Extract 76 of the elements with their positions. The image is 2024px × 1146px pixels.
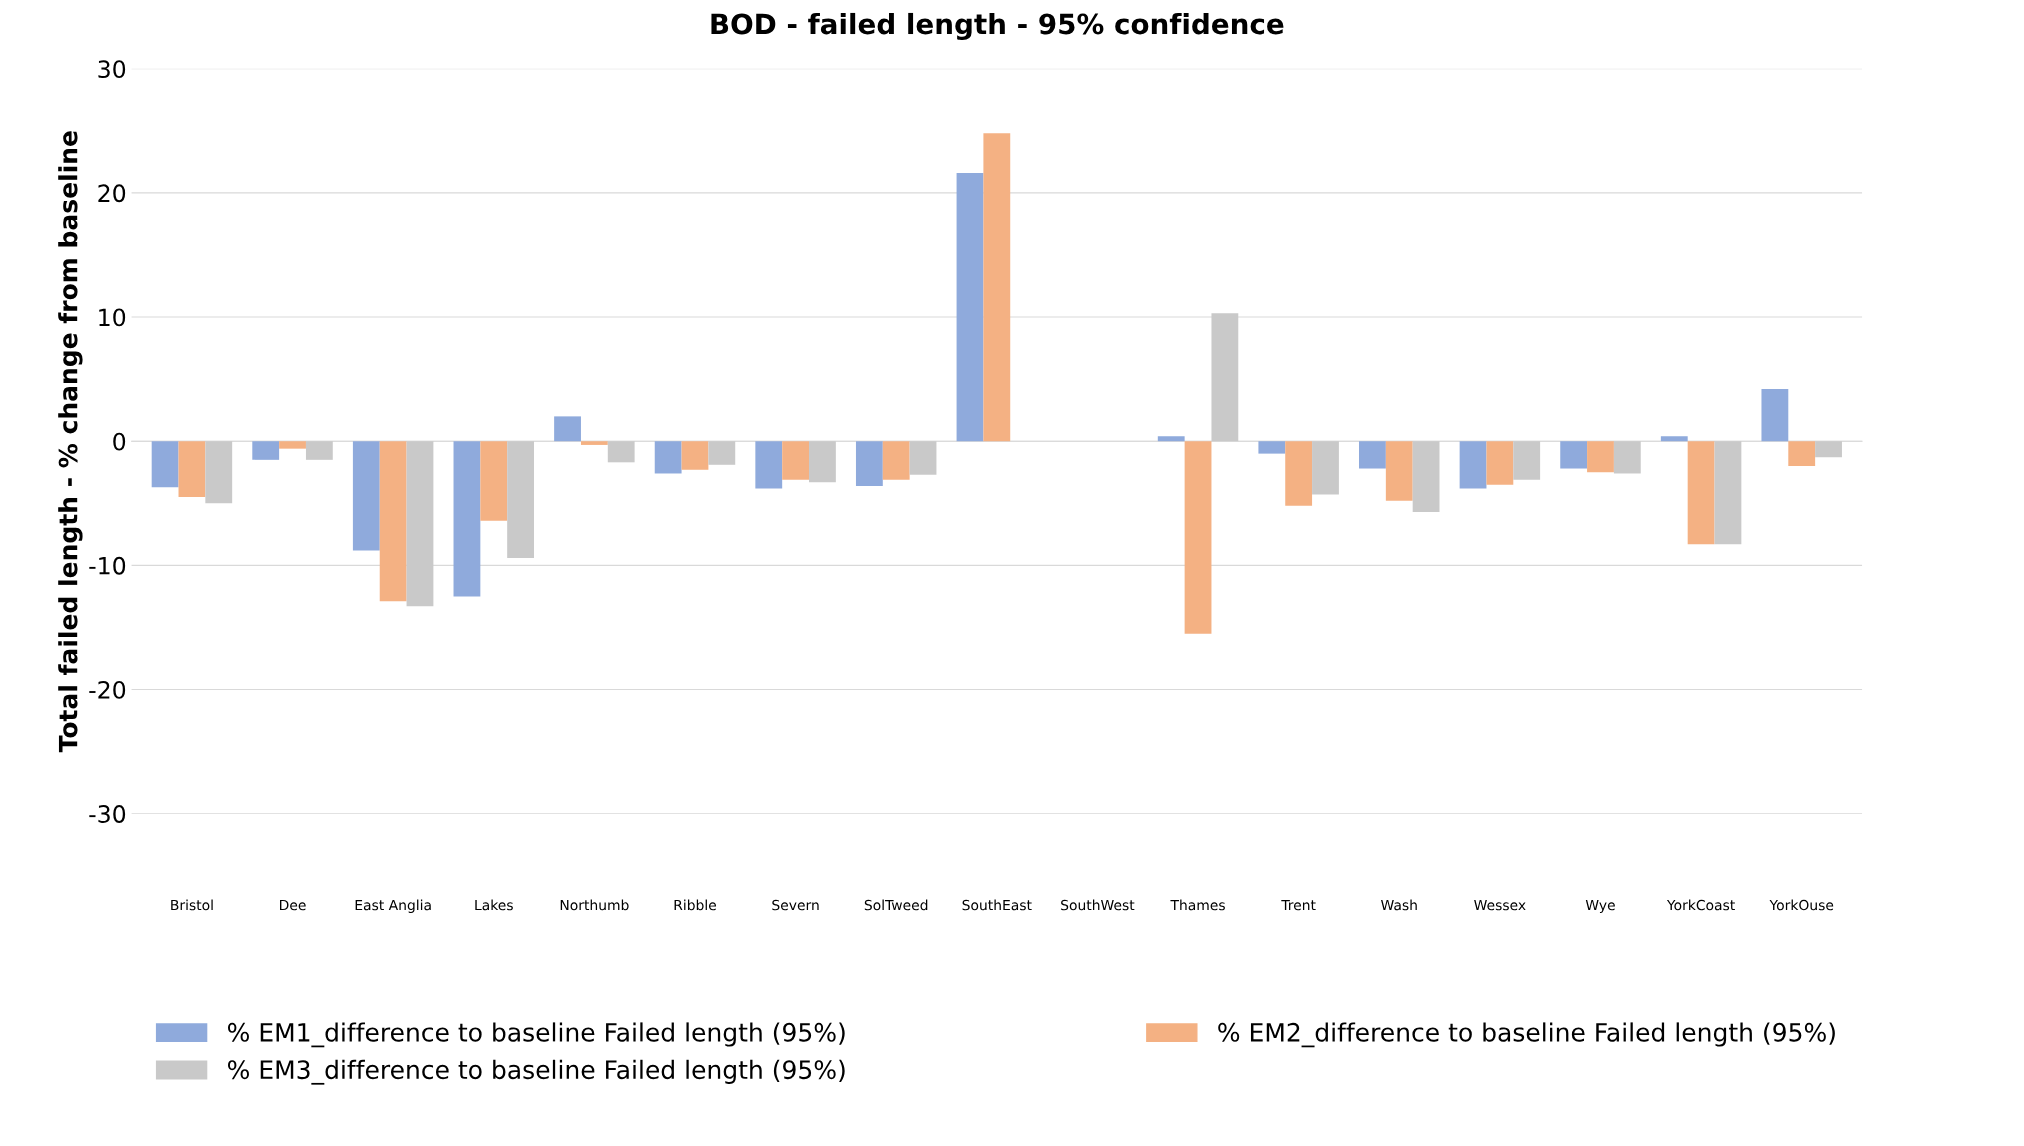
bar xyxy=(178,441,206,498)
bar xyxy=(1157,436,1185,442)
bar xyxy=(379,441,407,602)
bar xyxy=(708,441,736,465)
bar xyxy=(252,441,280,460)
bar xyxy=(782,441,810,480)
bar xyxy=(1513,441,1541,480)
bar xyxy=(1613,441,1641,474)
bar xyxy=(1211,313,1239,442)
bar xyxy=(1486,441,1514,485)
bar xyxy=(305,441,333,460)
bar xyxy=(1412,441,1440,512)
bar xyxy=(1459,441,1487,489)
x-tick-label: Severn xyxy=(772,899,819,911)
bar xyxy=(755,441,783,489)
x-tick-label: SouthWest xyxy=(1061,899,1135,911)
bar xyxy=(1258,441,1286,454)
chart-title: BOD - failed length - 95% confidence xyxy=(711,12,1284,41)
bar xyxy=(480,441,508,521)
bar xyxy=(1687,441,1715,545)
bar xyxy=(1761,389,1789,442)
x-tick-label: YorkOuse xyxy=(1769,899,1834,911)
x-tick-label: East Anglia xyxy=(355,899,431,913)
x-tick-label: Dee xyxy=(280,899,306,911)
legend-label: % EM3_difference to baseline Failed length (95%) xyxy=(227,1059,845,1085)
bar xyxy=(1184,441,1212,634)
y-tick-label: 0 xyxy=(113,432,126,451)
x-tick-label: Trent xyxy=(1281,899,1316,911)
bar xyxy=(956,173,984,442)
bar xyxy=(453,441,481,597)
y-tick-label: 30 xyxy=(98,60,126,79)
x-tick-label: Ribble xyxy=(674,899,717,911)
bar xyxy=(352,441,380,551)
bar xyxy=(882,441,910,480)
y-tick-label: -30 xyxy=(89,805,126,823)
legend-label: % EM1_difference to baseline Failed length (95%) xyxy=(227,1022,845,1048)
bar xyxy=(1285,441,1313,506)
bar xyxy=(1312,441,1339,495)
bar xyxy=(151,441,179,488)
bar xyxy=(1587,441,1614,473)
bar xyxy=(406,441,434,607)
bar xyxy=(279,441,306,449)
x-tick-label: Wash xyxy=(1381,899,1417,911)
bar xyxy=(809,441,836,483)
x-tick-label: YorkCoast xyxy=(1666,899,1735,911)
y-tick-label: -10 xyxy=(89,556,126,575)
bar xyxy=(983,133,1011,442)
bar xyxy=(1714,441,1742,545)
bar xyxy=(507,441,535,558)
x-tick-label: Bristol xyxy=(171,899,213,911)
bar xyxy=(1560,441,1588,469)
bar xyxy=(909,441,937,475)
x-tick-label: Thames xyxy=(1170,899,1225,911)
x-tick-label: Wye xyxy=(1585,899,1615,913)
x-tick-label: SouthEast xyxy=(962,899,1032,911)
bar xyxy=(554,416,581,442)
bar xyxy=(1385,441,1413,501)
x-tick-label: Northumb xyxy=(560,899,629,911)
bar xyxy=(607,441,635,463)
legend-label: % EM2_difference to baseline Failed length (95%) xyxy=(1218,1022,1835,1048)
y-tick-label: -20 xyxy=(89,680,126,699)
y-axis-title: Total failed length - % change from baseline xyxy=(58,131,83,753)
x-tick-label: Wessex xyxy=(1474,899,1526,911)
bar xyxy=(1660,436,1688,442)
y-tick-label: 10 xyxy=(99,308,126,327)
x-tick-label: SolTweed xyxy=(864,899,928,911)
x-tick-label: Lakes xyxy=(475,899,513,911)
bar xyxy=(1815,441,1842,458)
bar xyxy=(205,441,233,504)
bar xyxy=(654,441,682,474)
bar xyxy=(1359,441,1386,469)
bar xyxy=(681,441,709,470)
bar xyxy=(580,441,608,445)
bar xyxy=(1788,441,1816,467)
bar xyxy=(855,441,883,486)
y-tick-label: 20 xyxy=(98,184,126,203)
